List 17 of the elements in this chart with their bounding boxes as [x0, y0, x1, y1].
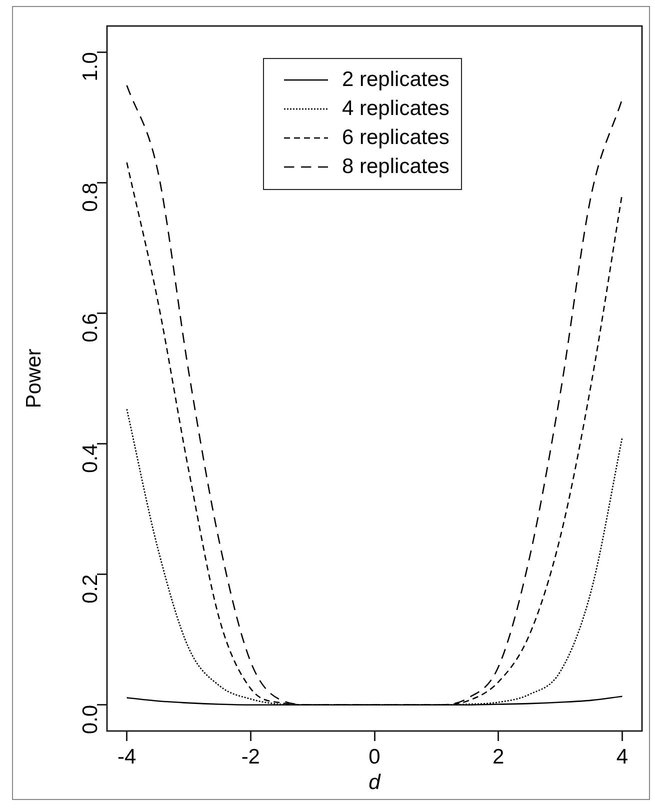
x-tick-label: 2 — [492, 745, 504, 768]
x-tick-label: -4 — [117, 745, 136, 768]
y-axis-title: Power — [22, 348, 46, 408]
x-tick-label: -2 — [241, 745, 260, 768]
y-tick-label: 0.8 — [78, 182, 102, 212]
legend-label: 8 replicates — [342, 154, 450, 180]
y-tick-label: 0.2 — [78, 574, 102, 604]
legend-label: 6 replicates — [342, 125, 450, 151]
x-tick-label: 0 — [368, 745, 380, 768]
y-tick-label: 1.0 — [78, 52, 102, 82]
y-tick-label: 0.6 — [78, 313, 102, 342]
legend-label: 2 replicates — [342, 67, 450, 93]
x-tick-label: 4 — [616, 745, 628, 768]
y-tick-label: 0.0 — [78, 704, 102, 734]
legend-label: 4 replicates — [342, 96, 450, 122]
y-tick-label: 0.4 — [78, 443, 102, 473]
x-axis-title: d — [368, 771, 382, 794]
